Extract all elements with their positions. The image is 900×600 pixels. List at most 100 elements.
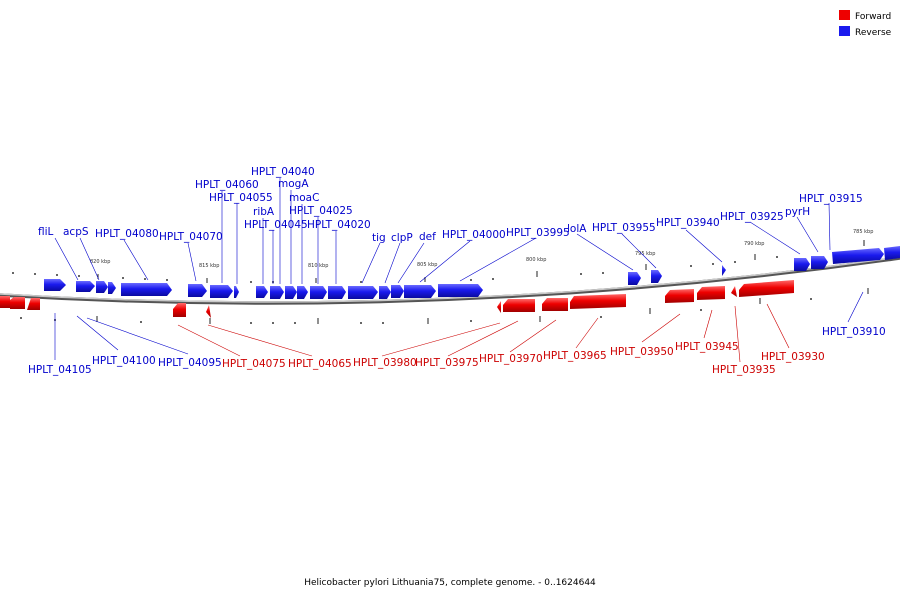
gene-arrow-reverse[interactable] — [722, 265, 726, 276]
gene-label[interactable]: HPLT_03995 — [506, 227, 570, 239]
gene-arrow-forward[interactable] — [27, 298, 40, 310]
minor-tick — [250, 322, 252, 324]
minor-tick — [360, 322, 362, 324]
gene-label[interactable]: HPLT_03925 — [720, 211, 784, 223]
gene-label[interactable]: HPLT_04055 — [209, 192, 273, 204]
gene-label[interactable]: HPLT_04045 — [244, 219, 308, 231]
gene-arrow-forward[interactable] — [206, 305, 211, 318]
gene-label[interactable]: HPLT_04020 — [307, 219, 371, 231]
gene-arrow-reverse[interactable] — [348, 286, 378, 299]
minor-tick — [20, 317, 22, 319]
gene-arrow-forward[interactable] — [542, 298, 568, 311]
gene-arrow-reverse[interactable] — [210, 285, 233, 298]
gene-label[interactable]: HPLT_04070 — [159, 231, 223, 243]
gene-label[interactable]: HPLT_03950 — [610, 346, 674, 358]
gene-arrow-reverse[interactable] — [391, 285, 404, 298]
gene-arrow-reverse[interactable] — [310, 286, 327, 299]
gene-label[interactable]: HPLT_04075 — [222, 358, 286, 370]
gene-label[interactable]: clpP — [391, 232, 413, 244]
gene-arrow-reverse[interactable] — [794, 258, 810, 271]
gene-label[interactable]: HPLT_03945 — [675, 341, 739, 353]
gene-arrow-reverse[interactable] — [438, 284, 483, 297]
gene-label[interactable]: HPLT_04065 — [288, 358, 352, 370]
gene-label[interactable]: HPLT_04100 — [92, 355, 156, 367]
gene-arrow-reverse[interactable] — [297, 286, 308, 299]
gene-label[interactable]: pyrH — [785, 206, 810, 218]
gene-arrow-forward[interactable] — [503, 299, 535, 312]
gene-label[interactable]: HPLT_04025 — [289, 205, 353, 217]
gene-label[interactable]: HPLT_04060 — [195, 179, 259, 191]
genome-title: Helicobacter pylori Lithuania75, complet… — [304, 578, 596, 588]
gene-label[interactable]: HPLT_03970 — [479, 353, 543, 365]
minor-tick — [140, 321, 142, 323]
gene-label[interactable]: moaC — [289, 192, 319, 204]
reverse-strand — [44, 246, 900, 299]
gene-label[interactable]: HPLT_04080 — [95, 228, 159, 240]
gene-arrow-reverse[interactable] — [811, 256, 828, 269]
minor-tick — [776, 256, 778, 258]
gene-arrow-reverse[interactable] — [108, 282, 116, 294]
gene-arrow-reverse[interactable] — [884, 246, 900, 260]
leader-line — [703, 309, 713, 339]
minor-tick — [700, 309, 702, 311]
gene-label[interactable]: HPLT_04105 — [28, 364, 92, 376]
gene-arrow-reverse[interactable] — [234, 286, 239, 298]
gene-label[interactable]: acpS — [63, 226, 89, 238]
scale-tick-label: 785 kbp — [853, 229, 873, 235]
gene-label[interactable]: HPLT_03955 — [592, 222, 656, 234]
gene-arrow-forward[interactable] — [739, 280, 794, 297]
gene-arrow-reverse[interactable] — [379, 286, 391, 299]
leader-line — [177, 324, 241, 357]
gene-arrow-reverse[interactable] — [832, 248, 884, 264]
backbone-highlight — [0, 256, 900, 303]
minor-tick — [166, 279, 168, 281]
genome-backbone — [0, 256, 900, 305]
leader-line — [749, 221, 801, 255]
gene-arrow-reverse[interactable] — [270, 286, 284, 299]
gene-arrow-forward[interactable] — [570, 294, 626, 309]
gene-arrow-reverse[interactable] — [285, 286, 297, 299]
gene-arrow-reverse[interactable] — [96, 281, 108, 293]
gene-label[interactable]: tig — [372, 232, 386, 244]
gene-arrow-forward[interactable] — [697, 286, 725, 300]
gene-arrow-reverse[interactable] — [188, 284, 207, 297]
gene-label[interactable]: HPLT_03910 — [822, 326, 886, 338]
gene-arrow-forward[interactable] — [731, 286, 737, 297]
gene-label[interactable]: fliL — [38, 226, 54, 238]
gene-label[interactable]: lolA — [567, 223, 587, 235]
leader-line — [384, 242, 401, 284]
gene-label[interactable]: HPLT_03980 — [353, 357, 417, 369]
minor-tick — [144, 278, 146, 280]
gene-arrow-reverse[interactable] — [44, 279, 66, 291]
gene-label[interactable]: HPLT_03935 — [712, 364, 776, 376]
gene-arrow-forward[interactable] — [0, 296, 10, 308]
leader-line — [828, 202, 831, 251]
minor-tick — [12, 272, 14, 274]
minor-tick — [272, 322, 274, 324]
gene-label[interactable]: HPLT_03940 — [656, 217, 720, 229]
gene-arrow-forward[interactable] — [173, 303, 186, 317]
gene-arrow-reverse[interactable] — [628, 272, 641, 285]
gene-arrow-forward[interactable] — [497, 301, 501, 313]
gene-arrow-reverse[interactable] — [76, 281, 95, 292]
gene-label[interactable]: HPLT_04000 — [442, 229, 506, 241]
gene-label[interactable]: HPLT_03965 — [543, 350, 607, 362]
gene-label[interactable]: HPLT_03930 — [761, 351, 825, 363]
gene-arrow-reverse[interactable] — [328, 286, 346, 299]
gene-arrow-forward[interactable] — [665, 289, 694, 303]
gene-label[interactable]: HPLT_04095 — [158, 357, 222, 369]
gene-arrow-reverse[interactable] — [404, 285, 436, 298]
gene-label[interactable]: ribA — [253, 206, 275, 218]
minor-tick — [294, 322, 296, 324]
leader-line — [575, 317, 599, 349]
gene-label[interactable]: HPLT_04040 — [251, 166, 315, 178]
gene-arrow-forward[interactable] — [10, 297, 25, 309]
gene-label[interactable]: HPLT_03975 — [415, 357, 479, 369]
gene-arrow-reverse[interactable] — [256, 286, 268, 298]
gene-arrow-reverse[interactable] — [651, 270, 662, 283]
gene-label[interactable]: HPLT_03915 — [799, 193, 863, 205]
gene-arrow-reverse[interactable] — [121, 283, 172, 296]
leader-line — [86, 317, 189, 355]
gene-label[interactable]: def — [419, 231, 436, 243]
gene-label[interactable]: mogA — [278, 178, 309, 190]
